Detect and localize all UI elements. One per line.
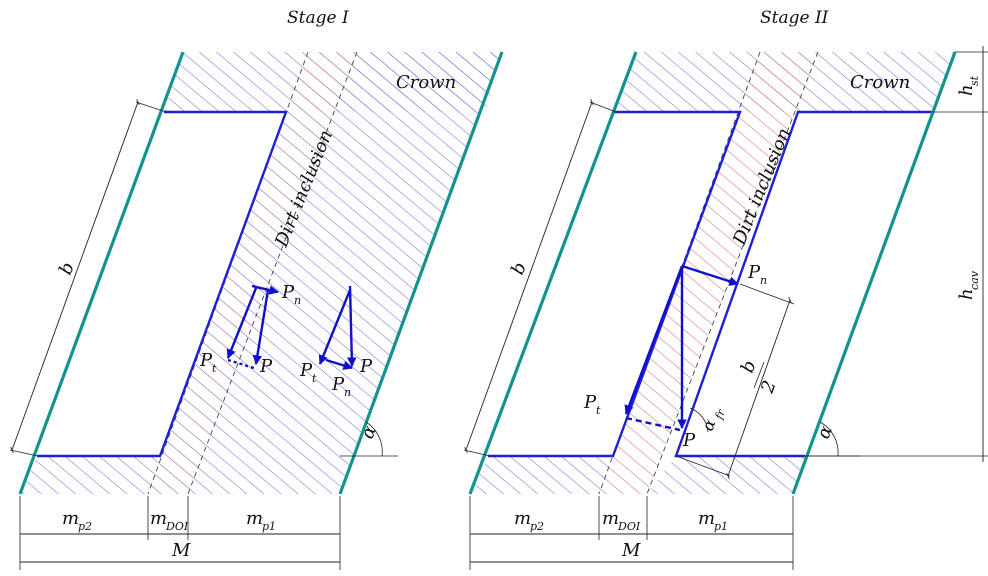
stage2-bhalf-ext <box>739 283 795 305</box>
stage1-middle-pillar <box>148 112 340 494</box>
stage1-vector-aux <box>227 358 255 370</box>
stage2-alpha-label: α <box>813 423 837 442</box>
stage2-pn-sub: n <box>760 274 767 287</box>
stage2-left-pillar-base <box>470 456 613 494</box>
stage2-alpha-arc <box>819 421 839 457</box>
stage2-b-label: b <box>507 259 531 278</box>
stage1-left-pillar-base <box>20 456 160 494</box>
stage1-cavity-contour <box>37 110 288 458</box>
stage2-pt-sub: t <box>596 404 601 417</box>
stage1-b-dim <box>10 99 140 453</box>
stage1-p2-label: P <box>359 356 373 377</box>
stage2-hst-sub: st <box>968 75 981 86</box>
stage1-left-wall <box>18 51 185 495</box>
stage1-panel: Stage I Crown Dirt inclusion b α P P <box>9 8 504 570</box>
stage1-dash-2 <box>187 51 358 495</box>
stage1-pt2-sub: t <box>312 372 317 385</box>
stage2-pt-label: P <box>583 392 597 413</box>
stage2-left-wall <box>468 51 638 495</box>
stage2-vector-pn <box>681 264 739 286</box>
stage2-inclusion <box>599 52 818 494</box>
stage2-alphafr-sub: fr <box>712 407 728 422</box>
stage1-crown-label: Crown <box>396 72 456 93</box>
stage2-cavity-left-contour <box>488 110 742 458</box>
stage2-right-pillar-base <box>647 456 805 494</box>
stage2-b-dim <box>464 99 594 453</box>
stage1-pt-sub: t <box>212 362 217 375</box>
stage2-hcav-sub: cav <box>968 270 981 290</box>
stage1-vector-pt <box>226 287 258 359</box>
stage2-dash-2 <box>646 51 819 495</box>
stage1-pn-sub: n <box>294 294 301 307</box>
stage1-b-label: b <box>55 259 79 278</box>
stage2-hst-label: h <box>956 84 977 96</box>
stage2-mp1-sub: p1 <box>714 520 728 533</box>
stage1-mp2-label: m <box>62 508 79 529</box>
stage1-pt2-label: P <box>299 360 313 381</box>
stage1-mdoi-label: m <box>150 508 167 529</box>
stage2-crown-label: Crown <box>850 72 910 93</box>
stage1-vector-pt2 <box>318 289 352 365</box>
stage2-hcav-label: h <box>956 288 977 300</box>
stage1-vector-pn2 <box>325 358 353 371</box>
stage1-mp2-sub: p2 <box>78 520 92 533</box>
stage1-right-pillar <box>188 52 502 494</box>
stage1-pn2-label: P <box>331 374 345 395</box>
stage2-mp2-sub: p2 <box>530 520 544 533</box>
stage2-mp1-label: m <box>698 508 715 529</box>
stage1-vector-pn <box>251 284 279 295</box>
stage1-vector-p <box>252 289 270 365</box>
stage2-panel: Stage II Crown Dirt inclusion b h st h c… <box>463 8 988 570</box>
stage2-mdoi-label: m <box>602 508 619 529</box>
stage2-alphafr-label: α <box>698 417 720 434</box>
stage2-bhalf-den: 2 <box>757 378 781 397</box>
stage2-b-ext2 <box>463 449 491 457</box>
stage1-b-ext1 <box>135 101 167 113</box>
stage1-mp1-sub: p1 <box>262 520 276 533</box>
stage1-title: Stage I <box>287 8 349 28</box>
stage2-M-label: M <box>621 540 641 561</box>
stage1-mp1-label: m <box>246 508 263 529</box>
stage1-p-label: P <box>259 356 273 377</box>
stage1-mdoi-sub: DOI <box>165 520 189 533</box>
stage2-title: Stage II <box>760 8 829 28</box>
stage2-bhalf-dim <box>726 297 792 479</box>
stage2-p-label: P <box>682 430 696 451</box>
stage2-bhalf-ext2 <box>675 455 731 477</box>
stage2-pn-label: P <box>747 262 761 283</box>
stage1-vector-p2 <box>346 285 357 367</box>
stage1-M-label: M <box>171 540 191 561</box>
stage2-alphafr-arc <box>689 407 709 433</box>
stage2-b-ext1 <box>589 101 617 113</box>
stage1-pt-label: P <box>199 350 213 371</box>
stage2-mp2-label: m <box>514 508 531 529</box>
stage2-bhalf-bar <box>753 361 765 389</box>
stage1-pn-label: P <box>281 282 295 303</box>
stage2-mdoi-sub: DOI <box>617 520 641 533</box>
stage2-right-wall <box>791 51 957 495</box>
stage1-b-ext2 <box>9 449 39 457</box>
stage1-alpha-arc <box>365 421 383 457</box>
stage2-vector-pt <box>624 265 684 415</box>
stage2-bhalf-num: b <box>737 358 761 376</box>
stage1-pn2-sub: n <box>344 386 351 399</box>
